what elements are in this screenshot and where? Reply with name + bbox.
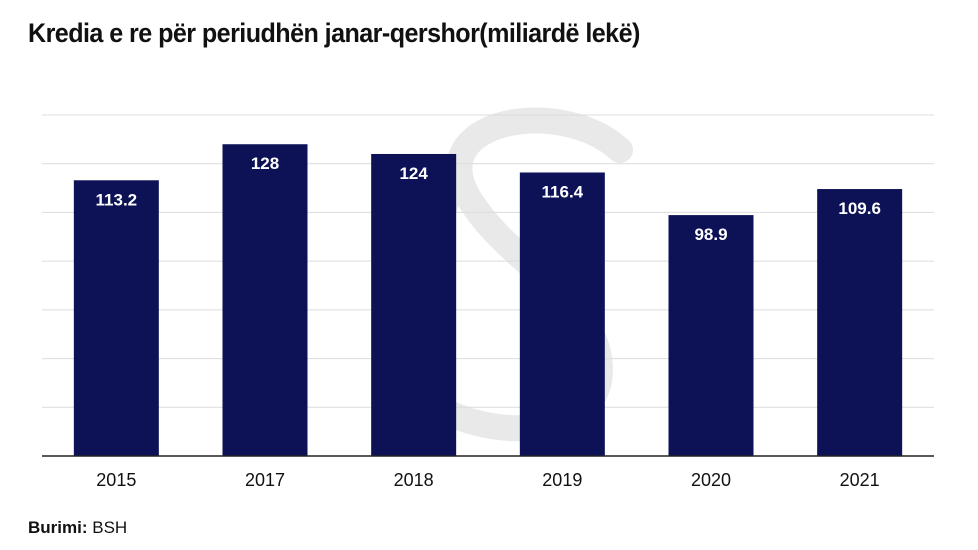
bar-value-label-2020: 98.9: [694, 225, 727, 244]
source-note: Burimi: BSH: [28, 518, 127, 538]
x-tick-labels: 2015 2017 2018 2019 2020 2021: [96, 470, 879, 490]
bar-2021: [817, 189, 903, 456]
x-tick-label-2017: 2017: [245, 470, 285, 490]
bar-value-label-2019: 116.4: [542, 182, 584, 201]
bars: 113.2 128 124 116.4 98.9 109.6: [73, 144, 903, 457]
source-value: BSH: [92, 518, 128, 537]
chart-title: Kredia e re për periudhën janar-qershor(…: [28, 18, 640, 48]
bar-value-label-2021: 109.6: [838, 199, 881, 218]
source-label: Burimi:: [28, 518, 88, 537]
bar-value-label-2017: 128: [251, 154, 279, 173]
x-tick-label-2015: 2015: [96, 470, 136, 490]
bar-2015: [73, 180, 159, 456]
bar-2020: [668, 215, 754, 456]
bar-2019: [519, 172, 605, 457]
x-tick-label-2019: 2019: [542, 470, 582, 490]
bar-2018: [371, 153, 457, 456]
x-tick-label-2021: 2021: [840, 470, 880, 490]
x-tick-label-2020: 2020: [691, 470, 731, 490]
gridlines: [42, 114, 934, 408]
bar-value-label-2018: 124: [399, 164, 428, 183]
x-tick-label-2018: 2018: [394, 470, 434, 490]
bar-2017: [222, 144, 308, 456]
bar-value-label-2015: 113.2: [96, 190, 138, 209]
